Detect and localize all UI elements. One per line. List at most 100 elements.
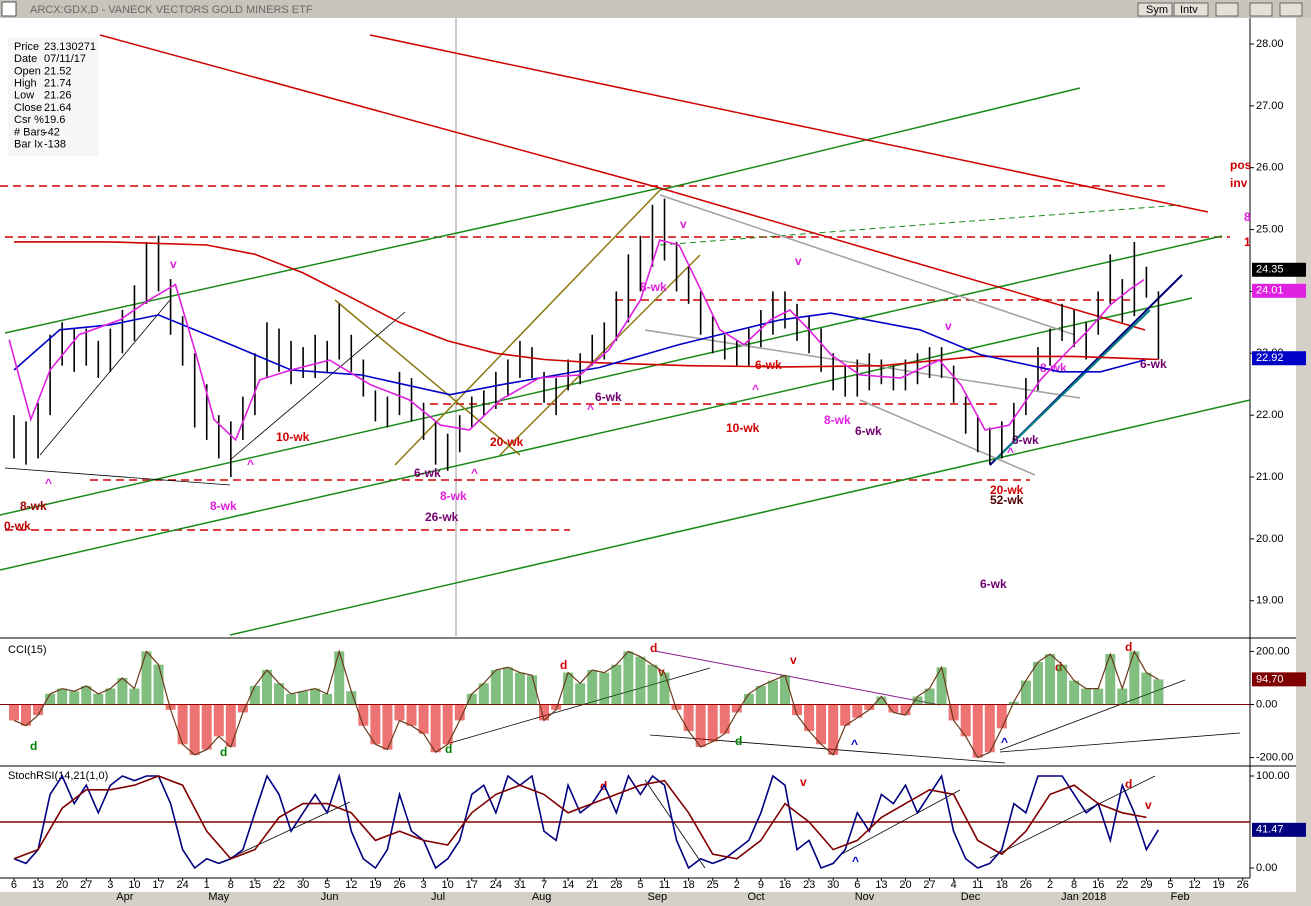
app-icon <box>1 1 17 17</box>
cci-bar <box>1141 672 1152 705</box>
cci-bar <box>1129 651 1140 705</box>
cci-bar <box>743 693 754 705</box>
annotation: v <box>790 653 797 667</box>
price-annotations: 8-wk 0-wk 8-wk 10-wk 6-wk 8-wk 26-wk 20-… <box>4 158 1252 591</box>
info-value: 21.26 <box>44 90 72 102</box>
value-box <box>1252 262 1306 277</box>
cci-bar <box>1105 654 1116 705</box>
x-tick-label: 12 <box>345 879 357 891</box>
annotation: v <box>1145 798 1152 812</box>
annotation: 20-wk <box>990 483 1024 497</box>
channel-line <box>659 87 1081 191</box>
gray-line <box>644 329 1081 399</box>
x-tick-label: 19 <box>369 879 381 891</box>
minimize-button[interactable] <box>1215 2 1239 17</box>
cci-bar <box>189 704 200 755</box>
channel-line <box>229 399 1251 636</box>
sym-button[interactable] <box>1137 2 1173 17</box>
cci-bar <box>635 656 646 705</box>
cci-bar <box>900 704 911 716</box>
x-tick-label: 22 <box>273 879 285 891</box>
thin-line <box>839 789 961 856</box>
channel-line <box>659 204 1181 246</box>
cci-bar <box>611 664 622 705</box>
cci-bar <box>948 704 959 721</box>
cci-bar <box>129 688 140 705</box>
info-value: 23.130271 <box>44 41 96 53</box>
cci-bar <box>33 704 44 716</box>
x-tick-label: 24 <box>490 879 502 891</box>
cci-bar <box>502 667 513 705</box>
cci-bar <box>731 704 742 713</box>
cci-bar <box>382 704 393 750</box>
cci-bar <box>358 704 369 726</box>
annotation: 1 <box>1244 235 1251 249</box>
olive-line <box>394 189 661 466</box>
cci-bar <box>683 704 694 732</box>
cci-bar <box>1153 679 1164 705</box>
cci-bar <box>671 704 682 710</box>
cci-bar <box>659 672 670 705</box>
annotation: 6-wk <box>595 390 622 404</box>
cci-bar <box>960 704 971 737</box>
value-box <box>1252 283 1306 298</box>
close-button[interactable] <box>1279 2 1303 17</box>
cci-bar <box>647 664 658 705</box>
y-tick-label: 27.00 <box>1256 100 1284 112</box>
y-tick-label: 100.00 <box>1256 770 1290 782</box>
x-tick-label: 5 <box>1167 879 1173 891</box>
thin-line <box>4 467 231 486</box>
cci-bar <box>213 704 224 737</box>
info-label: Bar Ix <box>14 139 43 151</box>
annotation: 8 <box>1244 210 1251 224</box>
cci-bar <box>1081 688 1092 705</box>
title-bar <box>0 0 1311 18</box>
cci-bar <box>623 651 634 705</box>
x-tick-label: 24 <box>177 879 189 891</box>
cci-bar <box>430 704 441 753</box>
cci-bar <box>1093 688 1104 705</box>
plot-background <box>0 18 1296 892</box>
annotation: ^ <box>851 737 858 751</box>
info-value: 19.6 <box>44 114 65 126</box>
info-label: Open <box>14 65 41 77</box>
intv-button[interactable] <box>1173 2 1209 17</box>
cci-bar <box>840 704 851 726</box>
month-label: Aug <box>532 891 552 903</box>
cci-bar <box>1057 664 1068 705</box>
stoch-line <box>13 775 1147 860</box>
annotation: ^ <box>45 476 52 490</box>
annotation: 8-wk <box>20 499 47 513</box>
cci-bar <box>936 667 947 705</box>
x-tick-label: 6 <box>11 879 17 891</box>
sym-label[interactable]: Sym <box>1146 4 1168 16</box>
intv-label[interactable]: Intv <box>1180 4 1198 16</box>
cci-bar <box>105 688 116 705</box>
olive-line <box>334 299 521 456</box>
y-tick-label: 20.00 <box>1256 533 1284 545</box>
x-tick-label: 1 <box>204 879 210 891</box>
x-tick-label: 28 <box>610 879 622 891</box>
cci-bar <box>81 685 92 705</box>
x-tick-label: 26 <box>1020 879 1032 891</box>
annotation: 10-wk <box>726 421 760 435</box>
annotation: d <box>560 658 567 672</box>
y-tick-label: 25.00 <box>1256 223 1284 235</box>
cci-bar <box>478 683 489 705</box>
annotation: 0-wk <box>4 519 31 533</box>
annotation: 8-wk <box>210 499 237 513</box>
x-tick-label: 11 <box>659 879 670 891</box>
moving-average <box>13 312 1145 396</box>
annotation: v <box>680 217 687 231</box>
cci-bar <box>1117 688 1128 705</box>
cci-bar <box>69 691 80 705</box>
x-tick-label: 27 <box>923 879 935 891</box>
x-tick-label: 18 <box>682 879 694 891</box>
annotation: ^ <box>752 382 759 396</box>
cci-bar <box>249 685 260 705</box>
cci-line <box>13 649 1159 759</box>
maximize-button[interactable] <box>1249 2 1273 17</box>
cci-bar <box>346 691 357 705</box>
annotation: 6-wk <box>855 424 882 438</box>
